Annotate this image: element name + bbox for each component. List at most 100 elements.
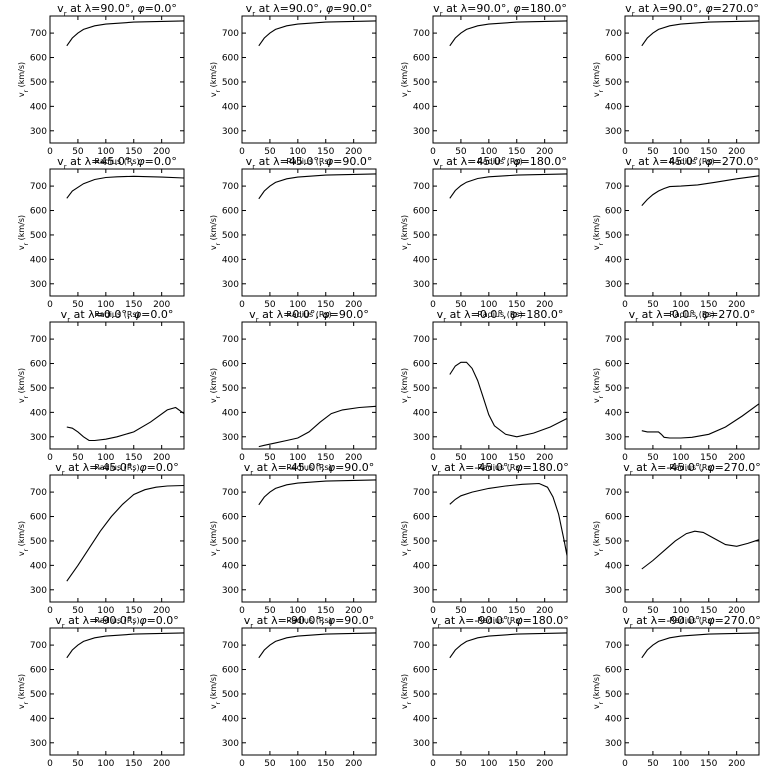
series-line bbox=[258, 632, 377, 659]
x-tick-label: 200 bbox=[536, 453, 553, 463]
x-tick-label: 0 bbox=[622, 606, 628, 616]
y-tick-label: 600 bbox=[413, 513, 430, 523]
series-line bbox=[66, 20, 185, 47]
y-tick-label: 700 bbox=[605, 182, 622, 192]
series-line bbox=[66, 484, 185, 582]
x-tick-label: 150 bbox=[125, 300, 142, 310]
y-tick-label: 400 bbox=[30, 408, 47, 418]
x-tick-label: 50 bbox=[264, 300, 276, 310]
y-axis-label: vr (km/s) bbox=[209, 62, 222, 97]
y-tick-label: 500 bbox=[413, 384, 430, 394]
y-tick-label: 300 bbox=[222, 739, 239, 749]
panel: vr at λ=0.0°, φ=270.0° 0 50 100 150 200 300 400… bbox=[592, 308, 760, 472]
y-tick-label: 600 bbox=[222, 54, 239, 64]
x-tick-label: 50 bbox=[455, 759, 467, 768]
panel-title: vr at λ=90.0°, φ=270.0° bbox=[625, 2, 759, 18]
x-tick-label: 150 bbox=[700, 300, 717, 310]
y-tick-label: 300 bbox=[605, 586, 622, 596]
x-tick-label: 100 bbox=[289, 453, 306, 463]
y-tick-label: 600 bbox=[413, 54, 430, 64]
plot-frame bbox=[432, 168, 568, 297]
panel: vr at λ=-45.0°, φ=180.0° 0 50 100 150 200 300 4… bbox=[400, 461, 569, 625]
series-line bbox=[258, 173, 377, 200]
series-line bbox=[449, 20, 568, 47]
x-tick-label: 100 bbox=[672, 759, 689, 768]
panel-title: vr at λ=-90.0°, φ=0.0° bbox=[55, 614, 179, 630]
y-tick-label: 400 bbox=[222, 102, 239, 112]
y-tick-label: 400 bbox=[605, 561, 622, 571]
y-axis-label: vr (km/s) bbox=[17, 62, 30, 97]
x-tick-label: 100 bbox=[672, 453, 689, 463]
x-tick-label: 0 bbox=[622, 300, 628, 310]
x-tick-label: 200 bbox=[345, 759, 362, 768]
plot-frame bbox=[49, 15, 185, 144]
x-tick-label: 50 bbox=[647, 453, 659, 463]
y-tick-label: 700 bbox=[222, 335, 239, 345]
x-tick-label: 150 bbox=[508, 759, 525, 768]
x-axis-label: Radius (Rs) bbox=[286, 463, 331, 472]
x-tick-label: 100 bbox=[97, 606, 114, 616]
y-tick-label: 700 bbox=[413, 335, 430, 345]
y-tick-label: 500 bbox=[605, 78, 622, 88]
y-tick-label: 700 bbox=[605, 488, 622, 498]
y-tick-label: 400 bbox=[222, 408, 239, 418]
panel: vr at λ=45.0°, φ=270.0° 0 50 100 150 200 300 40… bbox=[592, 155, 760, 319]
x-tick-label: 150 bbox=[700, 453, 717, 463]
plot-frame bbox=[49, 321, 185, 450]
y-tick-label: 400 bbox=[30, 255, 47, 265]
x-tick-label: 100 bbox=[480, 453, 497, 463]
y-tick-label: 500 bbox=[222, 690, 239, 700]
y-tick-label: 700 bbox=[413, 488, 430, 498]
x-tick-label: 50 bbox=[72, 453, 84, 463]
series-line bbox=[449, 173, 568, 199]
series-line bbox=[66, 175, 185, 199]
plot-frame bbox=[624, 168, 760, 297]
y-tick-label: 600 bbox=[222, 666, 239, 676]
x-tick-label: 200 bbox=[345, 300, 362, 310]
x-tick-label: 0 bbox=[47, 147, 53, 157]
y-tick-label: 500 bbox=[30, 384, 47, 394]
panel: vr at λ=45.0°, φ=180.0° 0 50 100 150 200 300 40… bbox=[400, 155, 568, 319]
x-tick-label: 150 bbox=[508, 300, 525, 310]
x-tick-label: 100 bbox=[97, 300, 114, 310]
y-tick-label: 400 bbox=[605, 714, 622, 724]
x-tick-label: 50 bbox=[264, 759, 276, 768]
x-tick-label: 100 bbox=[480, 147, 497, 157]
y-axis-label: vr (km/s) bbox=[17, 368, 30, 403]
x-tick-label: 200 bbox=[345, 453, 362, 463]
x-axis-label: Radius (Rs) bbox=[477, 463, 522, 472]
x-axis-label: Radius (Rs) bbox=[286, 310, 331, 319]
y-tick-label: 500 bbox=[605, 384, 622, 394]
series-line bbox=[641, 403, 760, 439]
y-tick-label: 600 bbox=[222, 513, 239, 523]
plot-frame bbox=[241, 321, 377, 450]
y-axis-label: vr (km/s) bbox=[400, 62, 413, 97]
x-tick-label: 0 bbox=[47, 606, 53, 616]
x-axis-label: Radius (Rs) bbox=[286, 616, 331, 625]
panel: vr at λ=-90.0°, φ=90.0° 0 50 100 150 200 300 40… bbox=[209, 614, 377, 768]
y-tick-label: 600 bbox=[30, 207, 47, 217]
x-tick-label: 100 bbox=[480, 759, 497, 768]
x-tick-label: 50 bbox=[72, 759, 84, 768]
y-tick-label: 600 bbox=[605, 360, 622, 370]
x-tick-label: 200 bbox=[728, 147, 745, 157]
x-tick-label: 100 bbox=[289, 606, 306, 616]
x-tick-label: 50 bbox=[264, 453, 276, 463]
y-tick-label: 700 bbox=[30, 335, 47, 345]
panel-title: vr at λ=45.0°, φ=180.0° bbox=[433, 155, 567, 171]
panel-title: vr at λ=0.0°, φ=0.0° bbox=[61, 308, 174, 324]
plot-frame bbox=[241, 168, 377, 297]
y-tick-label: 600 bbox=[413, 207, 430, 217]
y-tick-label: 300 bbox=[605, 127, 622, 137]
y-tick-label: 500 bbox=[605, 537, 622, 547]
x-axis-label: Radius (Rs) bbox=[669, 616, 714, 625]
y-tick-label: 700 bbox=[30, 488, 47, 498]
plot-frame bbox=[624, 15, 760, 144]
x-tick-label: 0 bbox=[430, 300, 436, 310]
x-tick-label: 0 bbox=[47, 453, 53, 463]
x-tick-label: 50 bbox=[647, 759, 659, 768]
y-tick-label: 600 bbox=[413, 666, 430, 676]
plot-frame bbox=[49, 474, 185, 603]
x-tick-label: 0 bbox=[239, 606, 245, 616]
